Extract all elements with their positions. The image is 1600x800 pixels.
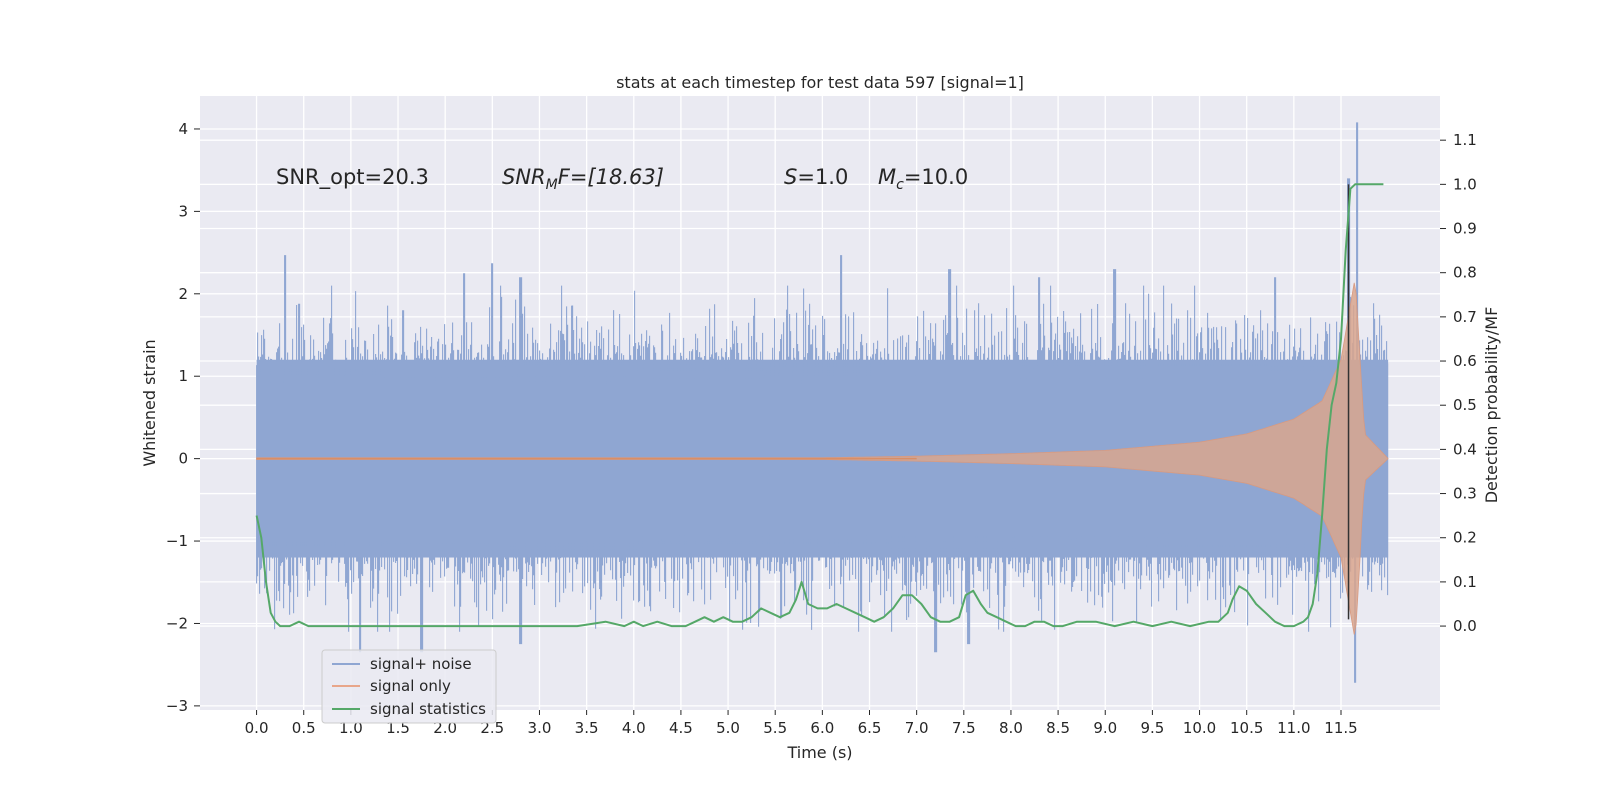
x-tick-label-15: 7.5 [952, 719, 976, 737]
x-tick-label-7: 3.5 [575, 719, 599, 737]
y2-tick-label-4: 0.4 [1453, 440, 1477, 458]
x-tick-label-19: 9.5 [1140, 719, 1164, 737]
y2-tick-label-3: 0.3 [1453, 485, 1477, 503]
y2-tick-label-1: 0.1 [1453, 573, 1477, 591]
annotation-snr-mf: SNRMF=[18.63] [502, 165, 664, 193]
legend-label-signal-statistics: signal statistics [370, 700, 486, 718]
x-tick-label-23: 11.5 [1324, 719, 1357, 737]
y2-tick-label-2: 0.2 [1453, 529, 1477, 547]
y2-tick-label-7: 0.7 [1453, 308, 1477, 326]
y-tick-label-5: 2 [178, 285, 188, 303]
legend-label-signal-only: signal only [370, 677, 451, 695]
y-axis-label: Whitened strain [140, 339, 159, 466]
y-tick-label-7: 4 [178, 120, 188, 138]
y-tick-label-6: 3 [178, 202, 188, 220]
legend-label-signal-noise: signal+ noise [370, 655, 472, 673]
x-tick-label-22: 11.0 [1277, 719, 1310, 737]
y2-tick-label-6: 0.6 [1453, 352, 1477, 370]
signal-statistics-line [255, 183, 1384, 628]
y2-axis-label: Detection probability/MF [1482, 307, 1501, 504]
x-tick-label-6: 3.0 [528, 719, 552, 737]
y2-tick-label-0: 0.0 [1453, 617, 1477, 635]
legend-frame [321, 649, 497, 724]
series-signal-only [256, 282, 1389, 635]
x-tick-label-1: 0.5 [292, 719, 316, 737]
y2-axis-ticks: 0.0 0.1 0.2 0.3 0.4 0.5 0.6 0.7 0.8 0.9 1.0 1.1 [1440, 131, 1477, 635]
y-tick-label-4: 1 [178, 367, 188, 385]
x-tick-label-16: 8.0 [999, 719, 1023, 737]
x-tick-label-21: 10.5 [1230, 719, 1263, 737]
x-tick-label-14: 7.0 [905, 719, 929, 737]
x-tick-label-0: 0.0 [245, 719, 269, 737]
x-tick-label-8: 4.0 [622, 719, 646, 737]
y-tick-label-3: 0 [178, 450, 188, 468]
x-tick-label-10: 5.0 [716, 719, 740, 737]
y-tick-label-1: −2 [166, 614, 188, 632]
chart-title: stats at each timestep for test data 597… [616, 73, 1024, 92]
x-tick-label-20: 10.0 [1183, 719, 1216, 737]
y-tick-label-2: −1 [166, 532, 188, 550]
series-signal-statistics [255, 183, 1384, 628]
x-tick-label-17: 8.5 [1046, 719, 1070, 737]
y2-tick-label-5: 0.5 [1453, 396, 1477, 414]
x-tick-label-11: 5.5 [763, 719, 787, 737]
y2-tick-label-8: 0.8 [1453, 264, 1477, 282]
y-axis-ticks: −3 −2 −1 0 1 2 3 4 [166, 120, 200, 715]
x-tick-label-9: 4.5 [669, 719, 693, 737]
annotation-snr-opt: SNR_opt=20.3 [276, 165, 429, 190]
legend: signal+ noise signal only signal statist… [321, 649, 497, 724]
y-tick-label-0: −3 [166, 697, 188, 715]
y2-tick-label-11: 1.1 [1453, 131, 1477, 149]
annotation-mc: Mc=10.0 [878, 165, 968, 193]
x-tick-label-12: 6.0 [810, 719, 834, 737]
x-tick-label-13: 6.5 [858, 719, 882, 737]
x-tick-label-18: 9.0 [1093, 719, 1117, 737]
x-axis-label: Time (s) [786, 743, 852, 762]
annotation-s: S=1.0 [784, 165, 848, 189]
y2-tick-label-10: 1.0 [1453, 175, 1477, 193]
y2-tick-label-9: 0.9 [1453, 220, 1477, 238]
